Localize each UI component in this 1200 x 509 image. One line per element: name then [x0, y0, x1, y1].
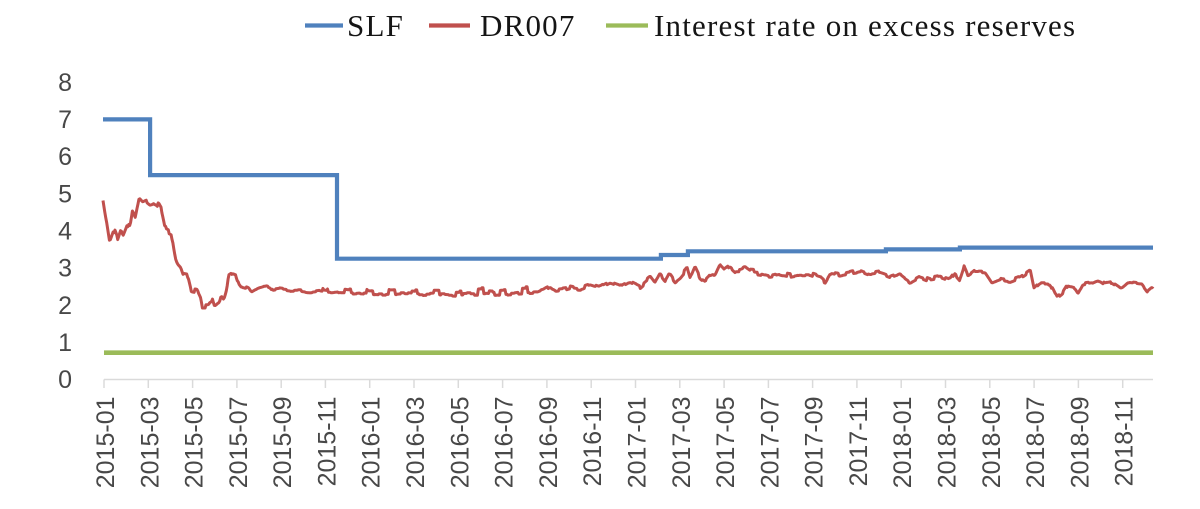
svg-text:2018-07: 2018-07	[1022, 397, 1050, 489]
svg-text:2017-07: 2017-07	[756, 397, 784, 489]
svg-text:2017-01: 2017-01	[624, 397, 652, 489]
svg-text:2016-09: 2016-09	[535, 397, 563, 489]
svg-text:1: 1	[58, 329, 72, 357]
svg-text:4: 4	[58, 218, 72, 246]
svg-text:3: 3	[58, 255, 72, 283]
svg-text:6: 6	[58, 143, 72, 171]
svg-text:2015-05: 2015-05	[181, 397, 209, 489]
svg-text:2016-03: 2016-03	[402, 397, 430, 489]
svg-text:2015-11: 2015-11	[313, 397, 341, 487]
svg-text:2017-03: 2017-03	[668, 397, 696, 489]
svg-text:2015-03: 2015-03	[136, 397, 164, 489]
svg-text:2016-05: 2016-05	[446, 397, 474, 489]
svg-text:2018-09: 2018-09	[1066, 397, 1094, 489]
svg-text:2018-01: 2018-01	[889, 397, 917, 489]
svg-text:2017-11: 2017-11	[845, 397, 873, 487]
svg-text:Interest rate on excess reserv: Interest rate on excess reserves	[654, 8, 1076, 43]
svg-text:2016-01: 2016-01	[358, 397, 386, 489]
svg-text:2016-07: 2016-07	[491, 397, 519, 489]
svg-text:2: 2	[58, 292, 72, 320]
svg-text:2017-09: 2017-09	[801, 397, 829, 489]
svg-text:2017-05: 2017-05	[712, 397, 740, 489]
svg-text:2016-11: 2016-11	[579, 397, 607, 487]
svg-text:2015-07: 2015-07	[225, 397, 253, 489]
svg-text:5: 5	[58, 180, 72, 208]
svg-text:2015-01: 2015-01	[92, 397, 120, 489]
svg-text:DR007: DR007	[480, 8, 576, 43]
svg-text:7: 7	[58, 106, 72, 134]
svg-text:2015-09: 2015-09	[269, 397, 297, 489]
svg-text:2018-03: 2018-03	[934, 397, 962, 489]
svg-text:0: 0	[58, 366, 72, 394]
svg-text:2018-05: 2018-05	[978, 397, 1006, 489]
svg-text:8: 8	[58, 69, 72, 97]
svg-text:SLF: SLF	[347, 8, 404, 43]
svg-text:2018-11: 2018-11	[1111, 397, 1139, 487]
